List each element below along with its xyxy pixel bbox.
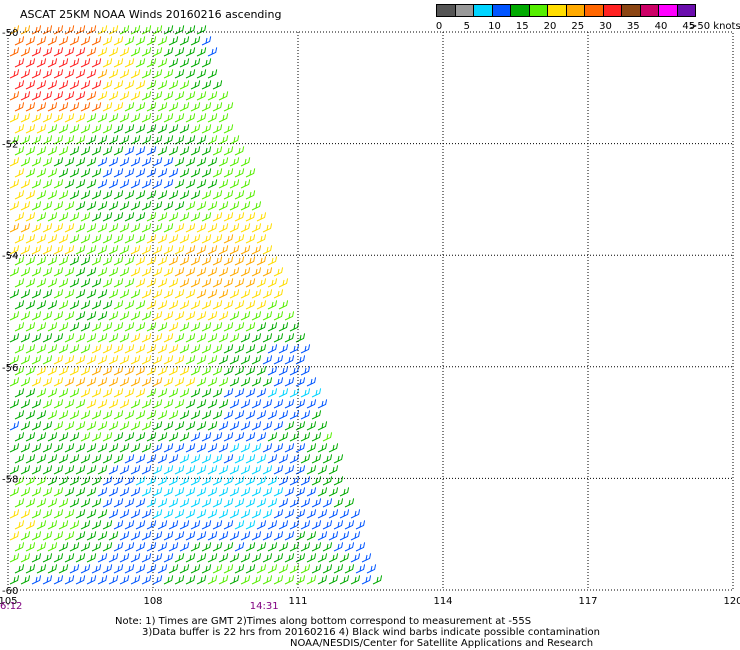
wind-barb-group — [9, 25, 273, 387]
lon-label: 108 — [143, 596, 162, 607]
legend-label: 20 — [543, 21, 557, 32]
lat-label: -54 — [2, 251, 18, 262]
lat-label: -60 — [2, 586, 18, 597]
legend-label: 35 — [626, 21, 640, 32]
legend-label: 15 — [515, 21, 529, 32]
lon-label: 117 — [578, 596, 597, 607]
note-line-3: NOAA/NESDIS/Center for Satellite Applica… — [290, 638, 594, 649]
note-line-1: Note: 1) Times are GMT 2)Times along bot… — [115, 616, 532, 627]
wind-barb-group — [135, 388, 322, 530]
lat-label: -50 — [2, 28, 18, 39]
legend-label: 5 — [463, 21, 470, 32]
legend-label: 0 — [435, 21, 443, 32]
footer-notes: Note: 1) Times are GMT 2)Times along bot… — [100, 616, 660, 649]
lat-label: -52 — [2, 140, 18, 151]
note-line-2: 3)Data buffer is 22 hrs from 20160216 4)… — [142, 627, 600, 638]
time-label: 16:12 — [0, 601, 22, 612]
wind-barb-group — [9, 25, 333, 585]
lat-lon-grid — [7, 31, 734, 591]
legend-swatch — [676, 4, 696, 17]
time-label: 14:31 — [250, 601, 279, 612]
legend-label: 45 — [682, 21, 696, 32]
lon-label: 120 — [723, 596, 740, 607]
lon-label: 105 — [0, 596, 18, 607]
map-frame — [7, 31, 734, 591]
legend-label: >50 knots — [689, 21, 740, 32]
map-title: ASCAT 25KM NOAA Winds 20160216 ascending — [20, 8, 282, 21]
wind-barb-group — [9, 36, 377, 585]
legend-label: 25 — [571, 21, 585, 32]
wind-barb-group — [9, 25, 383, 585]
wind-barb-group — [9, 47, 102, 101]
legend-label: 40 — [654, 21, 668, 32]
lon-label: 114 — [433, 596, 452, 607]
wind-speed-legend: 0 5 10 15 20 25 30 35 40 45 >50 knots — [435, 4, 740, 36]
wind-barb-group — [9, 25, 102, 112]
lat-label: -58 — [2, 474, 18, 485]
lon-label: 111 — [288, 596, 307, 607]
lat-label: -56 — [2, 363, 18, 374]
wind-barb-group — [9, 25, 289, 541]
legend-label: 10 — [488, 21, 501, 32]
legend-label: 30 — [599, 21, 612, 32]
axis-labels: 105 108 111 114 117 120 -50 -52 -54 -56 -58 -60 16:1… — [0, 28, 740, 612]
wind-barbs-layer — [9, 25, 383, 585]
